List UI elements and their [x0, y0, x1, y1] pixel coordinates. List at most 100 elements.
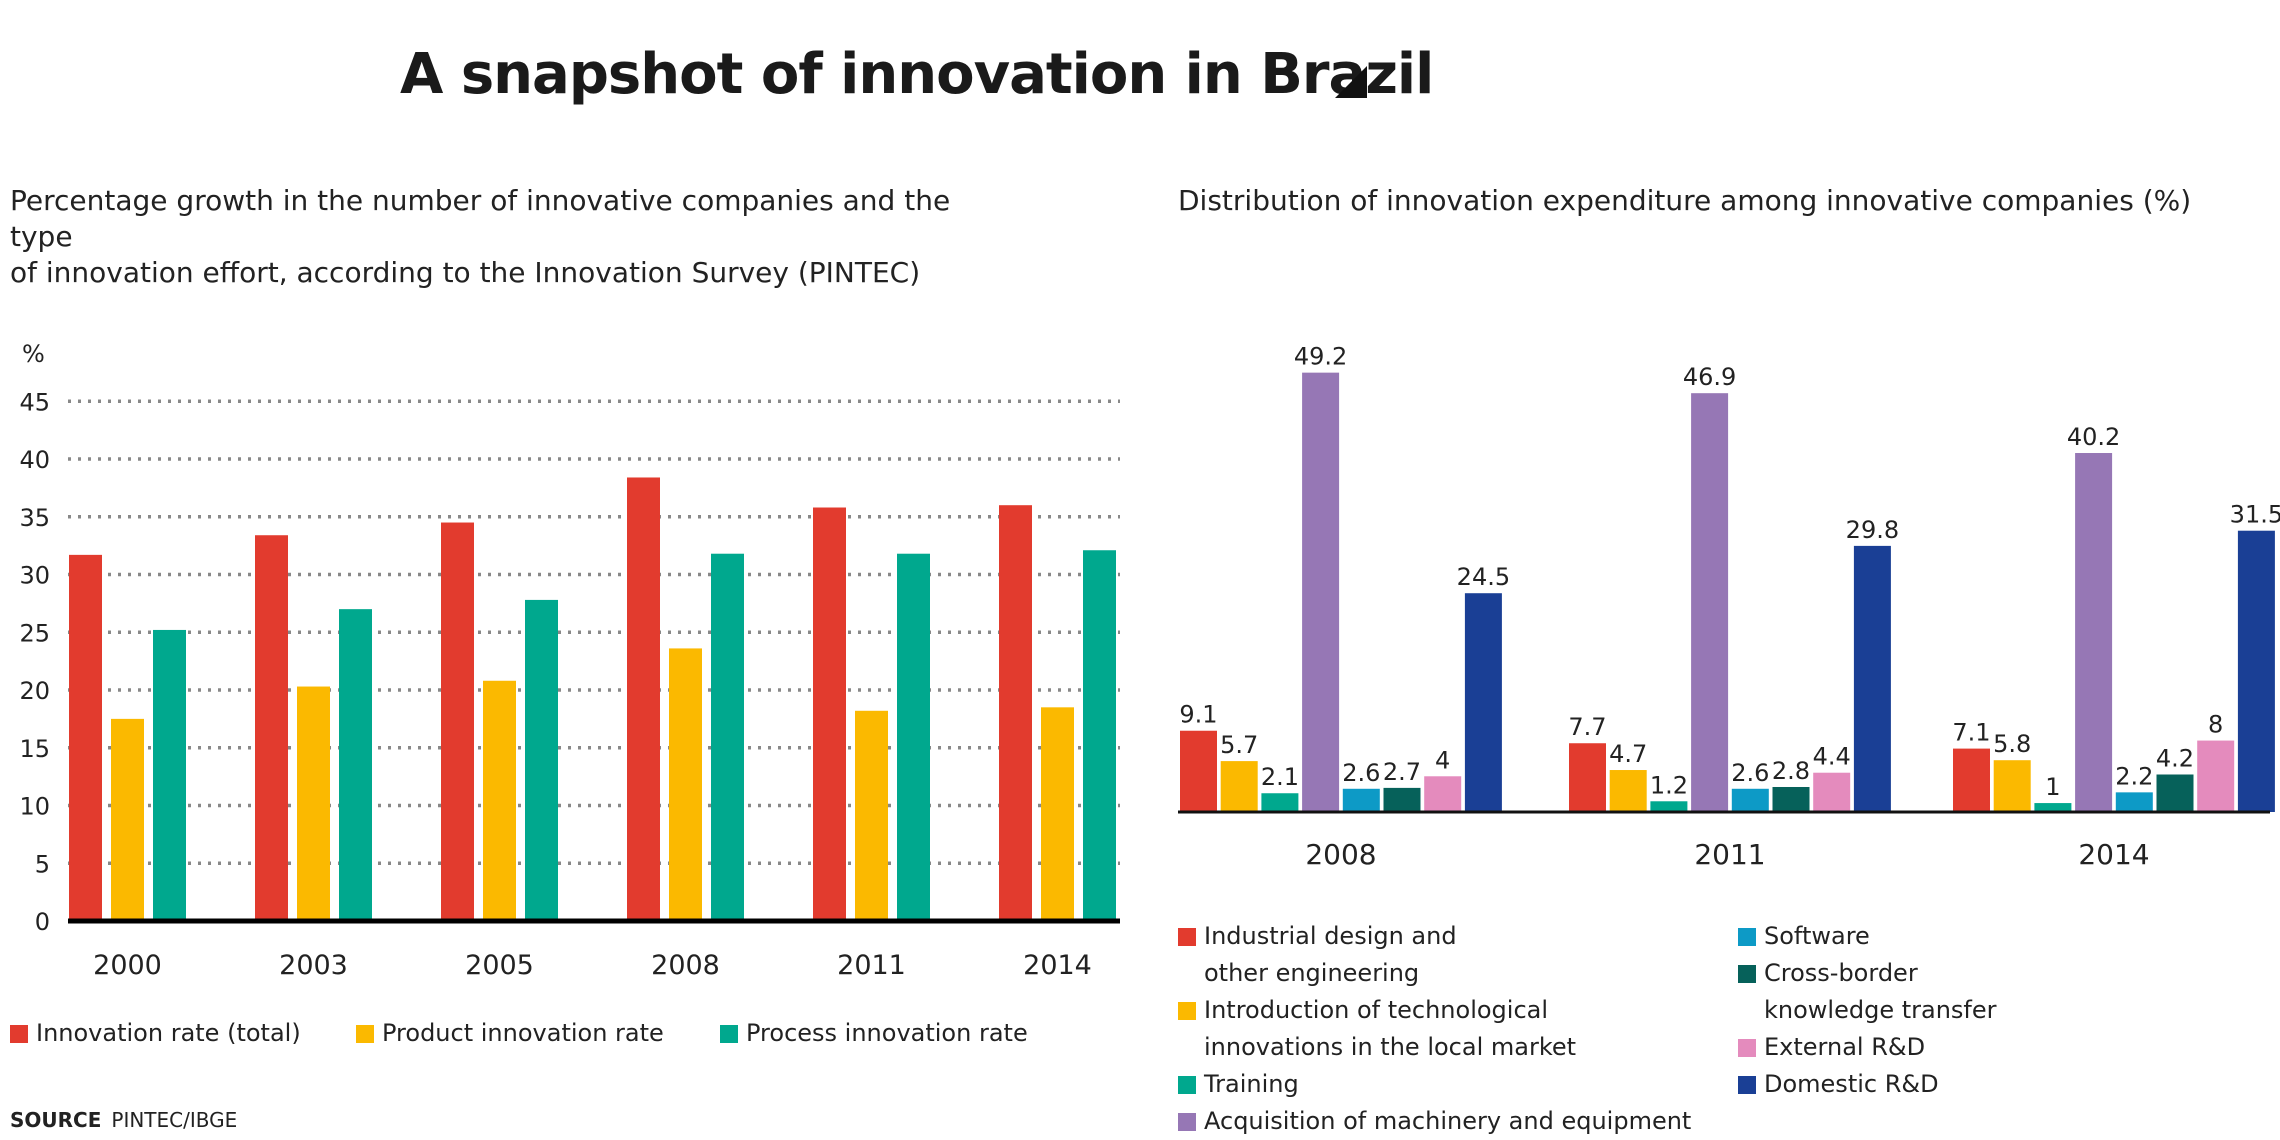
- data-label: 24.5: [1457, 563, 1510, 591]
- legend-label: Software: [1764, 922, 1870, 950]
- triangle-icon: [1335, 66, 1367, 98]
- data-label: 5.8: [1993, 730, 2031, 758]
- bar: [525, 599, 558, 921]
- left-legend-item-innovation: Innovation rate (total): [10, 1015, 301, 1052]
- x-tick-label: 2000: [93, 950, 162, 981]
- legend-label: Introduction of technological: [1204, 996, 1549, 1024]
- legend-swatch: [356, 1025, 374, 1043]
- bar: [1569, 743, 1606, 812]
- bar: [1180, 730, 1217, 812]
- bar: [2034, 803, 2072, 812]
- right-chart-subtitle: Distribution of innovation expenditure a…: [1178, 184, 2192, 217]
- data-label: 4.2: [2156, 744, 2194, 772]
- data-label: 4: [1435, 746, 1450, 774]
- source-label: SOURCE: [10, 1108, 102, 1132]
- left-chart-subtitle: Percentage growth in the number of innov…: [10, 183, 1010, 291]
- legend-label: Cross-border: [1764, 959, 1918, 987]
- data-label: 2.7: [1383, 758, 1421, 786]
- bar: [1342, 788, 1380, 812]
- legend-swatch: [1738, 1039, 1756, 1057]
- bar: [153, 629, 186, 921]
- data-label: 1.2: [1650, 771, 1688, 799]
- legend-swatch: [720, 1025, 738, 1043]
- legend-swatch: [1178, 928, 1196, 946]
- bar: [297, 686, 330, 921]
- bar: [2075, 453, 2113, 812]
- bar: [1083, 550, 1116, 921]
- x-tick-label: 2005: [465, 950, 534, 981]
- bar: [1731, 788, 1769, 812]
- data-label: 40.2: [2067, 423, 2120, 451]
- y-tick-label: 0: [35, 908, 50, 936]
- bar: [1383, 787, 1421, 812]
- data-label: 9.1: [1179, 701, 1217, 729]
- bar: [627, 477, 660, 921]
- y-tick-label: 10: [19, 793, 50, 821]
- x-tick-label: 2008: [1305, 838, 1376, 871]
- x-tick-label: 2008: [651, 950, 720, 981]
- data-label: 7.7: [1568, 713, 1606, 741]
- y-tick-label: 5: [35, 850, 50, 878]
- data-label: 4.7: [1609, 740, 1647, 768]
- legend-label: External R&D: [1764, 1033, 1926, 1061]
- data-label: 2.8: [1772, 757, 1810, 785]
- bar: [1853, 545, 1891, 812]
- bar: [1813, 772, 1851, 812]
- bar: [2156, 774, 2194, 812]
- legend-swatch: [1738, 928, 1756, 946]
- legend-label: Innovation rate (total): [36, 1019, 301, 1047]
- y-tick-label: 25: [19, 619, 50, 647]
- bar: [483, 680, 516, 921]
- legend-swatch: [1738, 965, 1756, 983]
- bar: [1953, 748, 1990, 812]
- legend-label: Domestic R&D: [1764, 1070, 1939, 1098]
- bar: [2115, 792, 2153, 812]
- data-label: 7.1: [1952, 719, 1990, 747]
- y-tick-label: 40: [19, 446, 50, 474]
- legend-label: Acquisition of machinery and equipment: [1204, 1107, 1692, 1135]
- data-label: 31.5: [2230, 501, 2280, 529]
- data-label: 2.1: [1261, 763, 1299, 791]
- legend-label: Industrial design and: [1204, 922, 1457, 950]
- bar: [441, 522, 474, 921]
- bar: [1220, 761, 1258, 812]
- bar: [339, 609, 372, 921]
- legend-swatch: [1178, 1002, 1196, 1020]
- legend-label: Training: [1204, 1070, 1299, 1098]
- x-tick-label: 2011: [837, 950, 906, 981]
- x-tick-label: 2003: [279, 950, 348, 981]
- legend-label: knowledge transfer: [1764, 996, 1997, 1024]
- legend-swatch: [1178, 1076, 1196, 1094]
- left-legend-item-product: Product innovation rate: [356, 1015, 664, 1052]
- bar: [1691, 393, 1729, 812]
- y-tick-label: 20: [19, 677, 50, 705]
- data-label: 1: [2045, 773, 2060, 801]
- bar: [2197, 740, 2235, 812]
- data-label: 2.2: [2115, 762, 2153, 790]
- bar: [2237, 530, 2275, 812]
- legend-label: Process innovation rate: [746, 1019, 1028, 1047]
- data-label: 29.8: [1846, 516, 1899, 544]
- data-label: 46.9: [1683, 363, 1736, 391]
- bar: [711, 553, 744, 921]
- bar: [1464, 593, 1502, 812]
- bar: [669, 648, 702, 921]
- page-title: A snapshot of innovation in Brazil: [400, 42, 1434, 107]
- y-tick-label: 45: [19, 388, 50, 416]
- data-label: 4.4: [1813, 743, 1851, 771]
- bar: [1650, 801, 1688, 812]
- bar: [255, 535, 288, 921]
- left-subtitle-line-1: Percentage growth in the number of innov…: [10, 184, 951, 253]
- y-tick-label: 30: [19, 562, 50, 590]
- bar: [69, 554, 102, 921]
- bar: [897, 553, 930, 921]
- bar: [1302, 372, 1340, 812]
- bar: [1609, 770, 1647, 812]
- y-axis-label: %: [22, 340, 45, 368]
- bar: [1424, 776, 1462, 812]
- data-label: 2.6: [1731, 759, 1769, 787]
- legend-label: innovations in the local market: [1204, 1033, 1577, 1061]
- x-tick-label: 2014: [2078, 838, 2149, 871]
- data-label: 5.7: [1220, 731, 1258, 759]
